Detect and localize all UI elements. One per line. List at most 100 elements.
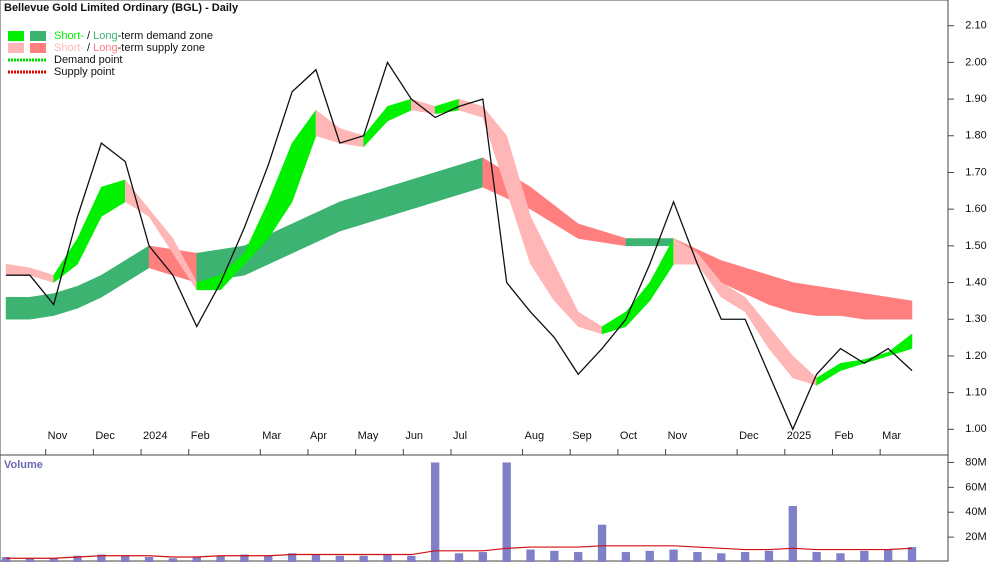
volume-bar — [764, 550, 774, 562]
volume-bar — [335, 555, 344, 562]
volume-bar — [454, 553, 464, 562]
volume-bar — [717, 553, 726, 562]
volume-bar — [407, 555, 416, 562]
y-tick-label: 1.30 — [965, 313, 986, 325]
x-tick-label: Nov — [48, 430, 68, 442]
y-tick-label: 1.90 — [965, 93, 986, 105]
volume-bar — [597, 524, 607, 562]
x-tick-label: Dec — [95, 430, 115, 442]
x-tick-label: 2024 — [143, 430, 167, 442]
legend-text: Long — [93, 42, 117, 54]
volume-bar — [788, 506, 797, 562]
long-zone — [792, 282, 817, 316]
legend-label: Short- / Long-term supply zone — [54, 42, 205, 54]
y-tick-label: 1.50 — [965, 240, 986, 252]
legend-text: -term supply zone — [118, 42, 205, 54]
x-tick-label: Nov — [668, 430, 688, 442]
volume-bar — [97, 554, 106, 562]
legend-text: Long — [93, 30, 117, 42]
legend-text: / — [84, 30, 93, 42]
y-tick-label: 1.40 — [965, 276, 986, 288]
y-tick-label: 1.20 — [965, 350, 986, 362]
legend-swatch — [8, 31, 24, 41]
long-zone — [887, 296, 913, 320]
volume-bar — [311, 554, 321, 562]
volume-bar — [25, 558, 35, 562]
long-zone — [864, 293, 889, 320]
volume-bar — [502, 462, 511, 562]
short-zone — [887, 333, 913, 357]
x-tick-label: Apr — [310, 430, 327, 442]
y-tick-label: 2.10 — [965, 20, 986, 32]
volume-bar — [240, 554, 249, 562]
long-zone — [5, 296, 31, 320]
x-tick-label: Feb — [834, 430, 853, 442]
volume-average — [6, 545, 913, 559]
y-tick-label: 1.70 — [965, 166, 986, 178]
legend-label: Demand point — [54, 54, 123, 66]
legend-label: Supply point — [54, 66, 115, 78]
volume-tick-label: 20M — [965, 531, 986, 543]
legend-text: Short- — [54, 30, 84, 42]
x-tick-label: Sep — [572, 430, 592, 442]
x-tick-label: Jul — [453, 430, 467, 442]
y-tick-label: 1.60 — [965, 203, 986, 215]
chart-title: Bellevue Gold Limited Ordinary (BGL) - D… — [4, 2, 239, 14]
long-zone — [29, 293, 54, 320]
volume-bar — [1, 557, 11, 562]
legend-swatch — [30, 31, 46, 41]
volume-panel — [0, 454, 949, 562]
legend-swatch — [8, 43, 24, 53]
volume-bar — [216, 555, 225, 562]
volume-bar — [836, 553, 845, 562]
price-panel — [0, 0, 949, 456]
volume-bar — [812, 552, 821, 562]
volume-bar — [645, 550, 654, 562]
volume-bar — [669, 549, 678, 562]
long-zone — [816, 285, 841, 316]
price-line — [6, 60, 913, 431]
x-tick-label: Aug — [525, 430, 545, 442]
y-tick-label: 1.00 — [965, 423, 986, 435]
volume-bar — [144, 557, 154, 562]
volume-bar — [574, 552, 583, 562]
x-tick-label: Mar — [262, 430, 281, 442]
legend-text: -term demand zone — [118, 30, 213, 42]
legend-swatch — [30, 43, 46, 53]
x-tick-label: Jun — [405, 430, 423, 442]
volume-bar — [192, 557, 201, 562]
y-tick-label: 2.00 — [965, 56, 986, 68]
legend-text: Demand point — [54, 54, 123, 66]
y-tick-label: 1.10 — [965, 387, 986, 399]
x-tick-label: May — [358, 430, 379, 442]
volume-bar — [73, 555, 82, 562]
volume-bar — [264, 555, 273, 562]
volume-bar — [478, 552, 488, 562]
volume-tick-label: 40M — [965, 506, 986, 518]
volume-bar — [121, 555, 130, 562]
volume-bar — [287, 553, 297, 562]
volume-bar — [883, 549, 893, 562]
x-tick-label: Dec — [739, 430, 759, 442]
legend-text: Short- — [54, 42, 84, 54]
x-tick-label: 2025 — [787, 430, 811, 442]
volume-bar — [860, 550, 869, 562]
y-tick-label: 1.80 — [965, 130, 986, 142]
volume-bar — [49, 558, 58, 562]
x-tick-label: Mar — [882, 430, 901, 442]
volume-bar — [550, 550, 559, 562]
volume-bar — [430, 462, 440, 562]
volume-bar — [693, 552, 702, 562]
legend-text: / — [84, 42, 93, 54]
x-tick-label: Feb — [191, 430, 210, 442]
volume-title: Volume — [4, 459, 43, 471]
volume-bar — [907, 547, 917, 562]
long-zone — [840, 289, 865, 320]
volume-bar — [740, 552, 750, 562]
volume-tick-label: 80M — [965, 456, 986, 468]
volume-bar — [621, 552, 631, 562]
volume-bar — [383, 554, 392, 562]
volume-bar — [359, 555, 368, 562]
